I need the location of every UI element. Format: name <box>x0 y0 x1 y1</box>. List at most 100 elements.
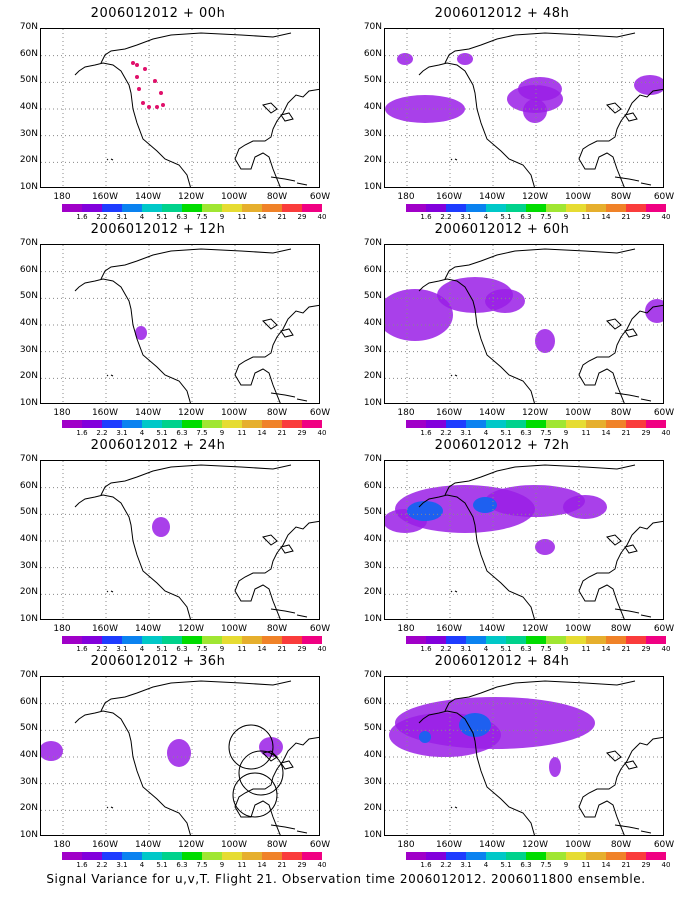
colorbar <box>406 636 666 644</box>
variance-blob <box>167 739 191 767</box>
colorbar-swatch <box>262 636 282 644</box>
colorbar-swatch <box>202 420 222 428</box>
figure-caption: Signal Variance for u,v,T. Flight 21. Ob… <box>46 872 646 886</box>
colorbar-swatch <box>82 204 102 212</box>
colorbar-swatch <box>302 636 322 644</box>
lon-tick-label: 160W <box>435 408 463 418</box>
variance-blob <box>385 289 453 341</box>
colorbar-swatch <box>506 636 526 644</box>
map-area <box>384 244 664 404</box>
colorbar-swatch <box>262 852 282 860</box>
lat-tick-label: 10N <box>363 182 382 192</box>
colorbar-label: 3.1 <box>460 645 472 653</box>
colorbar-label: 1.6 <box>76 861 88 869</box>
lon-tick-label: 80W <box>266 840 288 850</box>
colorbar-swatch <box>586 852 606 860</box>
colorbar-label: 3.1 <box>116 861 128 869</box>
colorbar-label: 6.3 <box>520 645 532 653</box>
colorbar-swatch <box>62 636 82 644</box>
map-panel: 2006012012 + 24h 70N 60N 50N 40N 30N 20N 10N 180… <box>8 438 330 653</box>
panel-title: 2006012012 + 00h <box>90 6 226 21</box>
colorbar-swatch <box>526 636 546 644</box>
colorbar-label: 21 <box>277 645 287 653</box>
coastline <box>74 464 319 619</box>
lat-tick-label: 50N <box>363 723 382 734</box>
colorbar-swatch <box>526 420 546 428</box>
lon-tick-label: 120W <box>177 840 205 850</box>
colorbar-swatch <box>282 852 302 860</box>
colorbar-swatch <box>446 204 466 212</box>
lakes <box>262 318 294 338</box>
flight-track-point <box>131 61 135 65</box>
lakes <box>262 750 294 770</box>
colorbar-swatch <box>202 204 222 212</box>
lon-tick-label: 140W <box>478 408 506 418</box>
colorbar-swatch <box>182 204 202 212</box>
colorbar-swatch <box>526 852 546 860</box>
colorbar-swatch <box>546 852 566 860</box>
colorbar-swatch <box>646 420 666 428</box>
colorbar-label: 9 <box>563 861 569 869</box>
coastline <box>418 248 663 403</box>
colorbar-swatch <box>102 852 122 860</box>
lon-tick-label: 100W <box>564 840 592 850</box>
colorbar-label: 3.1 <box>460 429 472 437</box>
lat-tick-label: 30N <box>363 560 382 571</box>
colorbar-swatch <box>566 636 586 644</box>
lat-tick-label: 20N <box>363 371 382 382</box>
colorbar-swatch <box>122 852 142 860</box>
colorbar-swatch <box>102 636 122 644</box>
lat-tick-label: 20N <box>363 155 382 166</box>
lat-tick-label: 50N <box>19 507 38 518</box>
colorbar <box>406 420 666 428</box>
lon-tick-label: 120W <box>521 624 549 634</box>
variance-blob <box>485 289 525 313</box>
colorbar-label: 4 <box>483 645 489 653</box>
map-panel: 2006012012 + 36h 70N 60N 50N 40N 30N 20N 10N 180… <box>8 654 330 869</box>
colorbar-swatch <box>262 420 282 428</box>
colorbar-swatch <box>282 204 302 212</box>
map-area <box>384 460 664 620</box>
variance-blob <box>518 77 562 101</box>
colorbar-label: 14 <box>257 429 267 437</box>
colorbar-label: 40 <box>661 213 671 221</box>
colorbar-label: 11 <box>237 429 247 437</box>
colorbar-swatch <box>626 204 646 212</box>
colorbar-label: 21 <box>621 861 631 869</box>
panel-title: 2006012012 + 60h <box>434 222 570 237</box>
colorbar-label: 1.6 <box>420 645 432 653</box>
colorbar-swatch <box>162 636 182 644</box>
colorbar-label: 3.1 <box>460 861 472 869</box>
colorbar-label: 7.5 <box>196 645 208 653</box>
colorbar-swatch <box>222 852 242 860</box>
colorbar-swatch <box>222 636 242 644</box>
lat-tick-label: 70N <box>363 670 382 680</box>
map-panel: 2006012012 + 84h 70N 60N 50N 40N 30N 20N 10N 180… <box>352 654 674 869</box>
colorbar-swatch <box>586 636 606 644</box>
colorbar-swatch <box>566 852 586 860</box>
colorbar-swatch <box>566 420 586 428</box>
colorbar-label: 29 <box>297 861 307 869</box>
colorbar-swatch <box>242 636 262 644</box>
colorbar-swatch <box>466 852 486 860</box>
colorbar-label: 2.2 <box>440 429 452 437</box>
colorbar-label: 21 <box>277 429 287 437</box>
colorbar <box>406 204 666 212</box>
colorbar-swatch <box>446 636 466 644</box>
coastline <box>74 32 319 187</box>
lat-tick-label: 50N <box>363 507 382 518</box>
lat-tick-label: 60N <box>19 480 38 491</box>
lat-tick-label: 60N <box>363 696 382 707</box>
lon-tick-label: 140W <box>134 408 162 418</box>
colorbar-swatch <box>586 420 606 428</box>
map-panel: 2006012012 + 60h 70N 60N 50N 40N 30N 20N 10N 180… <box>352 222 674 437</box>
colorbar-swatch <box>626 420 646 428</box>
colorbar-label: 9 <box>563 645 569 653</box>
lat-tick-label: 70N <box>363 238 382 248</box>
map-panel: 2006012012 + 72h 70N 60N 50N 40N 30N 20N 10N 180… <box>352 438 674 653</box>
lat-tick-label: 60N <box>19 264 38 275</box>
colorbar-label: 21 <box>277 861 287 869</box>
lat-tick-label: 30N <box>19 344 38 355</box>
lon-tick-label: 60W <box>309 840 331 850</box>
colorbar-label: 14 <box>601 429 611 437</box>
